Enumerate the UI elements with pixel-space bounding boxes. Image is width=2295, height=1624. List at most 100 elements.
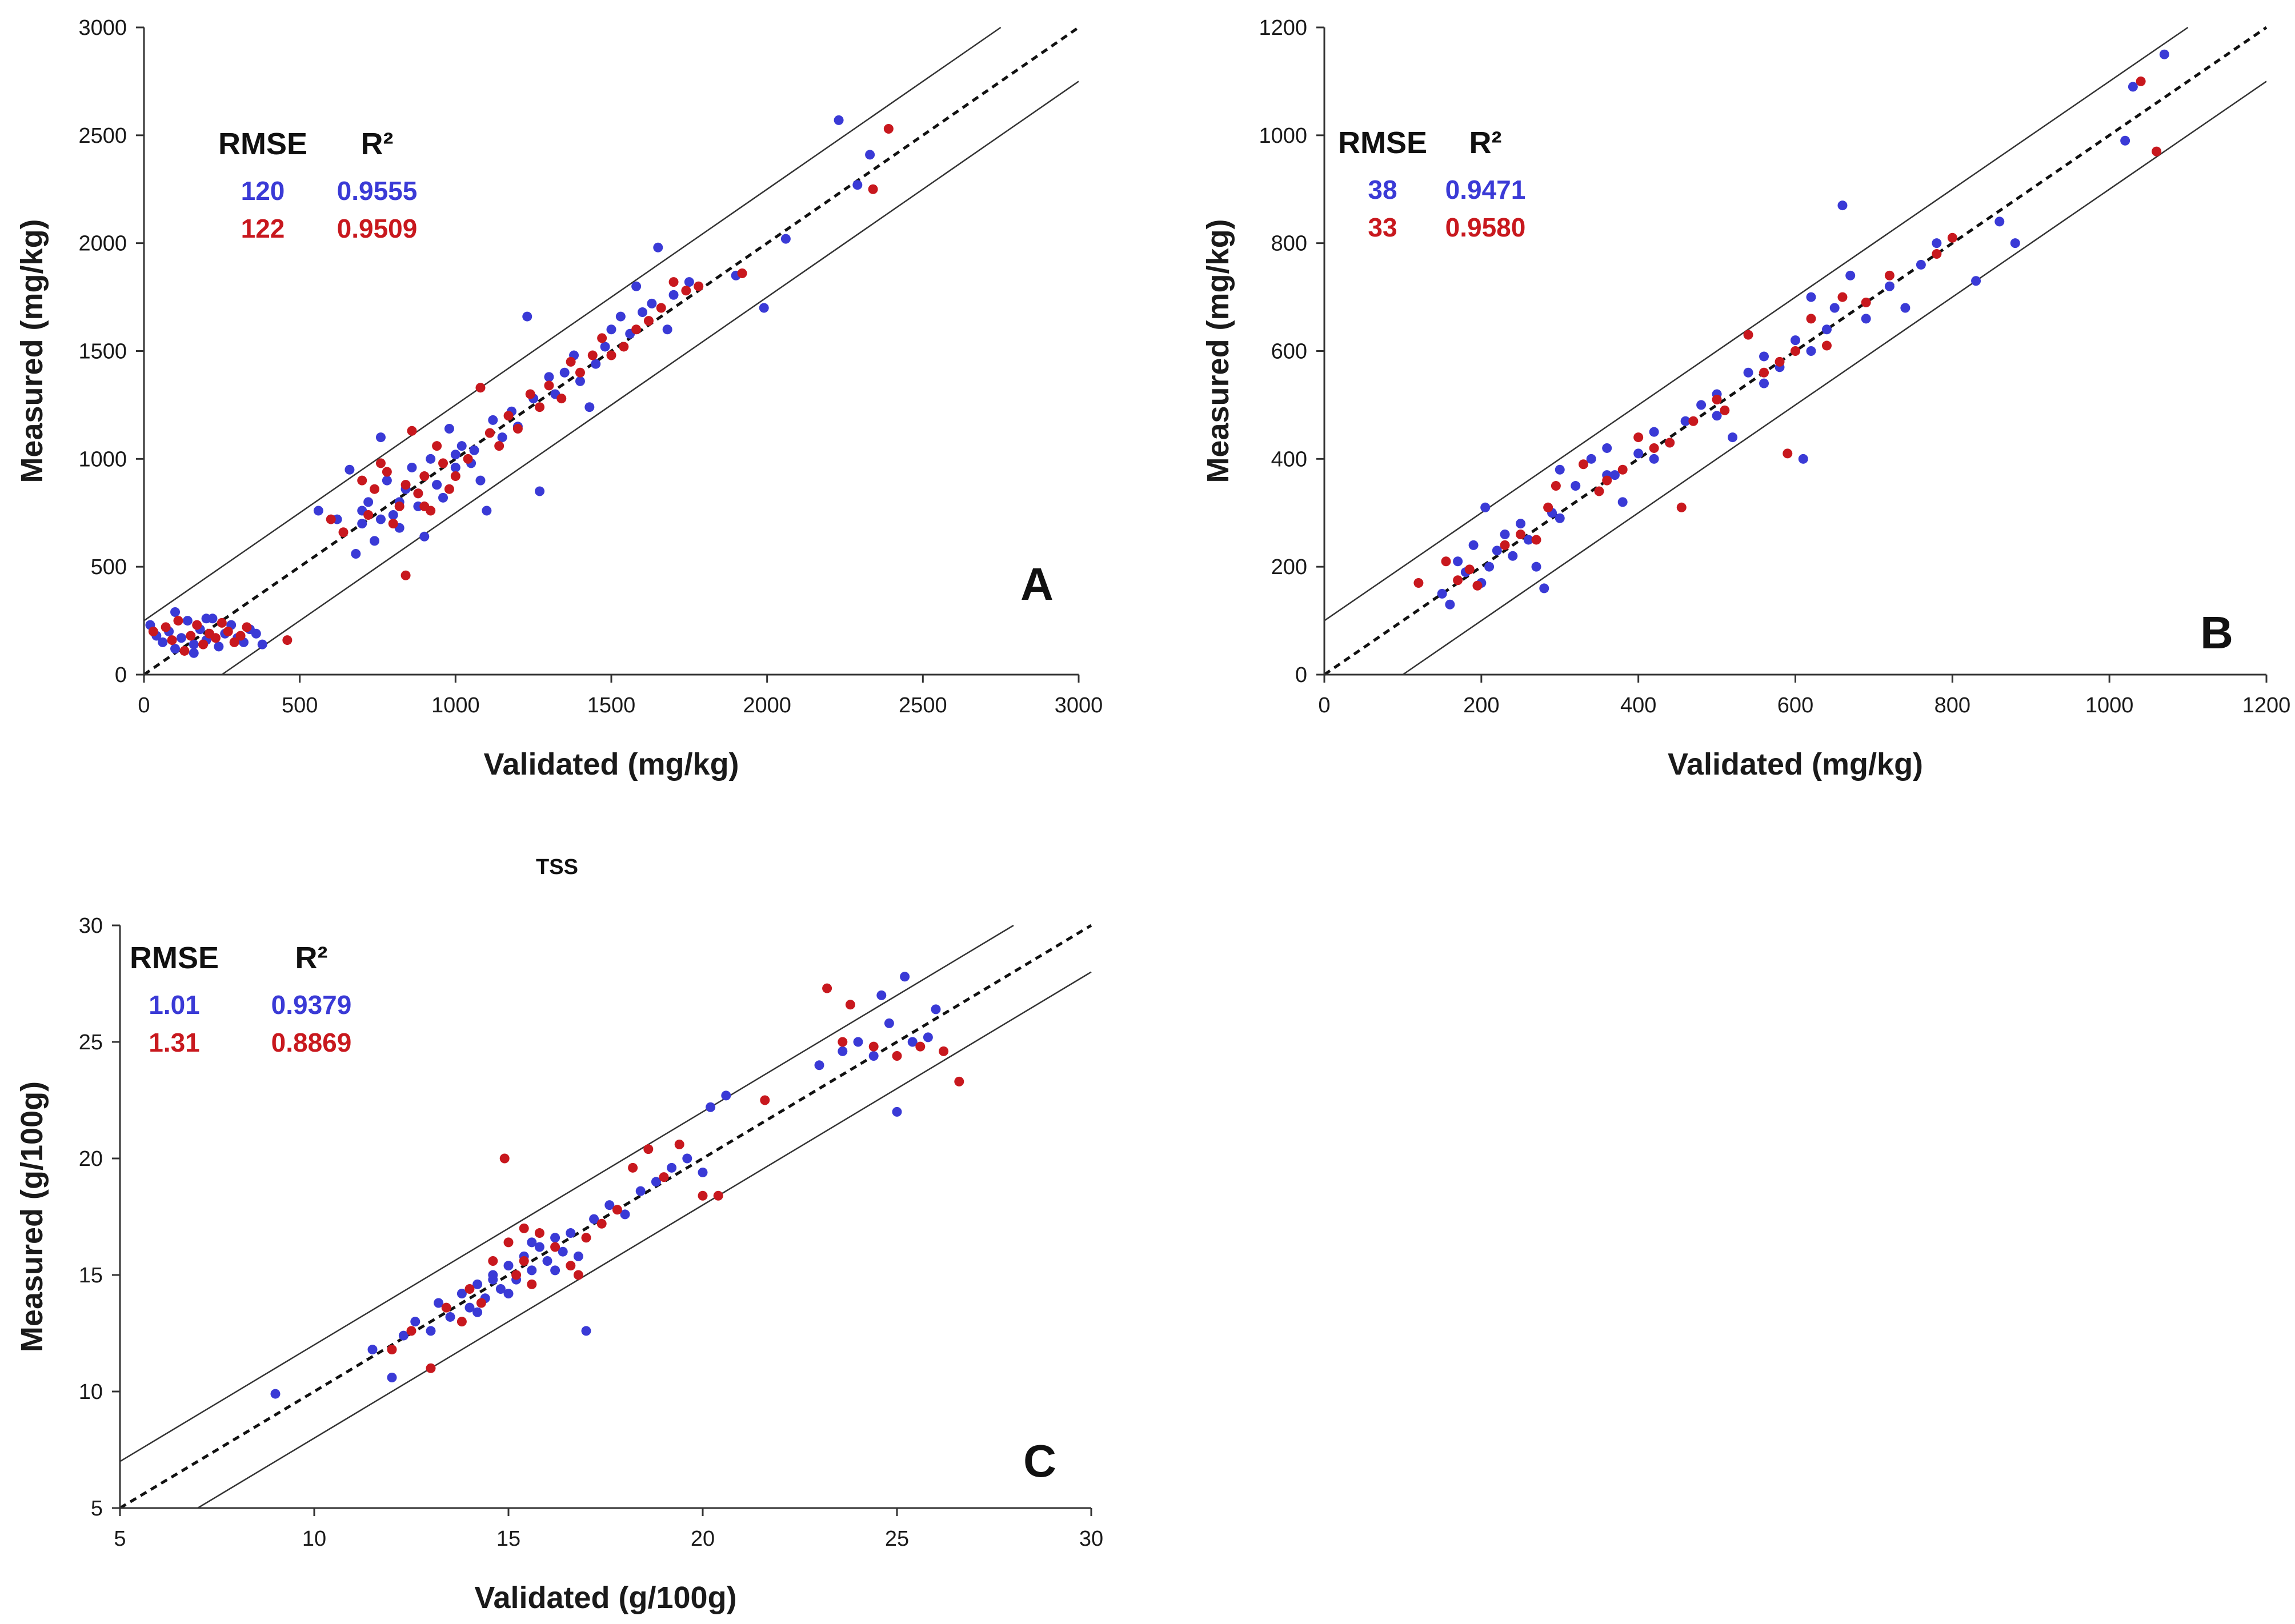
panel-c-point-blue bbox=[923, 1032, 933, 1042]
panel-b-point-blue bbox=[1806, 292, 1816, 302]
panel-c-point-blue bbox=[620, 1209, 630, 1220]
panel-c-point-red bbox=[456, 1317, 467, 1327]
panel-c-point-blue bbox=[550, 1233, 560, 1243]
panel-a-point-red bbox=[694, 281, 704, 291]
panel-c-point-red bbox=[713, 1190, 723, 1201]
panel-c-x-tick-label: 10 bbox=[302, 1527, 326, 1551]
panel-c-point-blue bbox=[682, 1153, 692, 1164]
panel-b-r2-blue: 0.9471 bbox=[1445, 175, 1526, 204]
panel-c-point-red bbox=[488, 1256, 498, 1266]
panel-a-r2-header: R² bbox=[361, 127, 394, 161]
panel-a-point-red bbox=[575, 367, 585, 378]
panel-b-point-blue bbox=[1586, 454, 1596, 464]
panel-a-point-red bbox=[597, 333, 607, 343]
panel-b-point-blue bbox=[1468, 540, 1479, 550]
panel-c-point-red bbox=[519, 1256, 529, 1266]
panel-c-point-red bbox=[406, 1326, 416, 1336]
panel-c-point-blue bbox=[527, 1237, 537, 1248]
panel-a-point-red bbox=[631, 324, 642, 335]
panel-c-point-red bbox=[845, 1000, 855, 1010]
panel-a-point-blue bbox=[852, 180, 863, 190]
panel-a-point-blue bbox=[170, 644, 181, 654]
panel-b-point-blue bbox=[1602, 443, 1612, 453]
panel-b-point-blue bbox=[1712, 411, 1722, 421]
panel-a-point-blue bbox=[638, 307, 648, 318]
panel-c-point-blue bbox=[495, 1284, 506, 1294]
panel-c-r2-red: 0.8869 bbox=[271, 1028, 352, 1057]
panel-a-r2-red: 0.9509 bbox=[337, 214, 418, 243]
panel-a-point-red bbox=[419, 471, 430, 482]
panel-b-point-red bbox=[2152, 146, 2162, 157]
panel-c-lower-bound-line bbox=[197, 971, 1092, 1509]
panel-c-point-blue bbox=[542, 1256, 552, 1266]
panel-c-upper-bound-line bbox=[119, 924, 1014, 1462]
panel-c-point-red bbox=[868, 1041, 879, 1052]
panel-a-point-red bbox=[737, 268, 747, 279]
panel-b-rmse-blue: 38 bbox=[1368, 175, 1397, 204]
panel-a-point-blue bbox=[419, 531, 430, 542]
panel-a-point-blue bbox=[257, 639, 267, 649]
panel-c-point-blue bbox=[573, 1251, 583, 1261]
panel-b-point-blue bbox=[1932, 238, 1942, 248]
panel-c-point-red bbox=[534, 1228, 544, 1238]
panel-b-point-red bbox=[1676, 502, 1687, 512]
panel-c-y-tick-label: 20 bbox=[79, 1147, 103, 1171]
panel-a-point-red bbox=[357, 475, 367, 486]
panel-a-point-red bbox=[229, 637, 239, 647]
panel-c-point-blue bbox=[931, 1004, 941, 1015]
panel-c-point-blue bbox=[589, 1214, 599, 1224]
panel-c-x-tick-label: 25 bbox=[885, 1527, 909, 1551]
panel-c-y-tick-label: 5 bbox=[91, 1497, 103, 1521]
panel-a-x-tick-label: 3000 bbox=[1055, 693, 1103, 717]
panel-b-point-red bbox=[1649, 443, 1659, 453]
panel-b-point-red bbox=[1464, 564, 1475, 575]
panel-a-point-blue bbox=[388, 510, 398, 520]
panel-c-point-red bbox=[476, 1298, 486, 1308]
panel-b-point-red bbox=[1633, 432, 1644, 443]
panel-c-point-blue bbox=[892, 1106, 902, 1117]
panel-a-point-blue bbox=[251, 628, 261, 639]
panel-a-point-blue bbox=[653, 242, 663, 252]
panel-c-y-tick-label: 15 bbox=[79, 1264, 103, 1288]
panel-a-point-red bbox=[556, 394, 567, 404]
panel-c-point-blue bbox=[270, 1389, 281, 1399]
panel-b-x-tick-label: 800 bbox=[1934, 693, 1970, 717]
panel-a-point-red bbox=[587, 350, 598, 360]
panel-b-point-blue bbox=[1829, 303, 1840, 313]
panel-a-point-blue bbox=[865, 150, 875, 160]
panel-a-point-red bbox=[868, 184, 878, 194]
panel-a-rmse-red: 122 bbox=[241, 214, 285, 243]
panel-b-y-tick-label: 0 bbox=[1295, 663, 1307, 687]
panel-a-point-blue bbox=[559, 367, 570, 378]
panel-c-point-red bbox=[643, 1144, 654, 1154]
panel-b-y-tick-label: 200 bbox=[1271, 555, 1307, 579]
panel-b-point-blue bbox=[1523, 535, 1533, 545]
panel-a-point-red bbox=[484, 428, 495, 438]
panel-c-point-blue bbox=[566, 1228, 576, 1238]
panel-c-rmse-blue: 1.01 bbox=[149, 990, 200, 1020]
panel-b-r2-header: R² bbox=[1469, 126, 1502, 160]
panel-b-point-red bbox=[1594, 486, 1604, 496]
panel-c-point-red bbox=[838, 1037, 848, 1047]
panel-b-point-red bbox=[1884, 270, 1895, 280]
panel-b-point-red bbox=[1665, 438, 1675, 448]
panel-b-point-blue bbox=[2120, 135, 2130, 146]
panel-b-x-tick-label: 600 bbox=[1777, 693, 1813, 717]
panel-b-point-red bbox=[1413, 578, 1424, 588]
panel-c-point-red bbox=[499, 1153, 510, 1164]
panel-c-point-blue bbox=[814, 1060, 824, 1070]
panel-b-point-red bbox=[1688, 416, 1699, 426]
panel-b-point-red bbox=[1837, 292, 1848, 302]
panel-c-point-blue bbox=[651, 1177, 661, 1187]
panel-b-point-blue bbox=[1571, 481, 1581, 491]
panel-a-point-red bbox=[503, 411, 514, 421]
panel-a-point-red bbox=[338, 527, 349, 538]
panel-a-point-red bbox=[407, 426, 417, 436]
panel-b-point-blue bbox=[1484, 562, 1495, 572]
panel-c-rmse-red: 1.31 bbox=[149, 1028, 200, 1057]
panel-c-point-red bbox=[915, 1041, 926, 1052]
panel-b-point-blue bbox=[1759, 378, 1769, 388]
panel-b-point-blue bbox=[2010, 238, 2020, 248]
panel-b-point-blue bbox=[1492, 546, 1502, 556]
panel-a-point-red bbox=[463, 454, 473, 464]
